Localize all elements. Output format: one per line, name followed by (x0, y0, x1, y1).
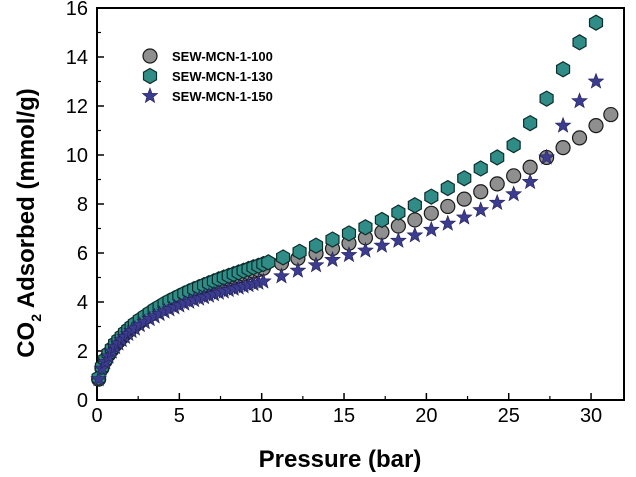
data-point (571, 92, 588, 109)
data-point (373, 236, 391, 253)
y-axis-title-main: CO (13, 322, 40, 358)
x-tick-label: 0 (91, 405, 102, 427)
data-point (254, 272, 272, 289)
y-tick-label: 12 (66, 96, 88, 118)
data-point (506, 168, 522, 184)
data-point (407, 212, 423, 228)
data-point (473, 184, 489, 200)
series-sew-mcn-1-130 (91, 14, 604, 387)
data-point (506, 137, 521, 154)
data-point (374, 211, 389, 229)
data-point (523, 114, 538, 132)
y-axis-ticks: 0 2 4 6 8 10 12 14 16 (66, 0, 104, 412)
data-point (522, 159, 538, 175)
data-point (439, 214, 457, 231)
data-point (539, 90, 554, 107)
data-point (538, 148, 556, 165)
series-sew-mcn-1-150 (90, 72, 605, 387)
data-point (273, 267, 290, 284)
data-point (455, 208, 473, 225)
data-point (473, 160, 488, 177)
data-point (603, 106, 619, 123)
data-point (341, 225, 357, 242)
x-tick-label: 30 (580, 405, 602, 427)
plot-frame (96, 7, 625, 401)
data-point (457, 170, 472, 187)
legend-marker (142, 67, 158, 85)
legend: SEW-MCN-1-100 SEW-MCN-1-130 SEW-MCN-1-150 (141, 48, 273, 104)
data-point (90, 370, 108, 387)
data-point (391, 204, 406, 221)
y-axis-title-subscript: 2 (28, 314, 44, 322)
y-tick-label: 6 (77, 243, 88, 265)
y-tick-label: 10 (66, 145, 88, 167)
data-point (289, 261, 307, 278)
x-axis-title: Pressure (bar) (259, 446, 422, 473)
data-point (407, 197, 422, 214)
legend-marker (142, 48, 158, 64)
data-point (406, 226, 424, 243)
x-tick-label: 10 (251, 405, 273, 427)
data-point (324, 251, 341, 268)
data-point (555, 140, 571, 156)
data-point (521, 173, 539, 190)
x-tick-label: 20 (415, 405, 437, 427)
data-point (490, 149, 505, 166)
data-point (472, 201, 490, 218)
data-point (555, 61, 571, 78)
data-point (588, 14, 604, 31)
data-point (456, 191, 472, 207)
data-point (422, 220, 440, 237)
x-tick-label: 15 (333, 405, 355, 427)
y-tick-label: 4 (77, 292, 88, 314)
data-series (90, 14, 619, 387)
data-point (572, 34, 587, 51)
y-tick-label: 16 (66, 0, 88, 20)
data-point (358, 219, 373, 236)
data-point (488, 193, 506, 210)
data-point (276, 249, 291, 266)
legend-label: SEW-MCN-1-150 (172, 89, 273, 104)
data-point (390, 218, 406, 234)
legend-label: SEW-MCN-1-130 (172, 69, 273, 84)
data-point (440, 198, 456, 215)
data-point (505, 185, 523, 202)
x-tick-label: 5 (174, 405, 185, 427)
data-point (571, 130, 588, 146)
data-point (588, 117, 604, 134)
x-axis-ticks: 0 5 10 15 20 25 30 (91, 393, 602, 427)
y-tick-label: 14 (66, 47, 88, 69)
data-point (261, 254, 276, 271)
data-point (489, 176, 505, 192)
y-tick-label: 2 (77, 341, 88, 363)
y-axis-title: CO2 Adsorbed (mmol/g) (13, 88, 44, 358)
data-point (423, 205, 439, 221)
legend-label: SEW-MCN-1-100 (172, 49, 273, 64)
legend-marker (141, 87, 159, 104)
data-point (340, 246, 358, 263)
data-point (424, 188, 439, 205)
y-tick-label: 8 (77, 194, 88, 216)
data-point (357, 241, 374, 258)
data-point (440, 179, 455, 197)
data-point (307, 256, 325, 273)
data-point (308, 237, 324, 254)
y-axis-title-rest: Adsorbed (mmol/g) (13, 88, 40, 314)
x-tick-label: 25 (498, 405, 520, 427)
y-tick-label: 0 (77, 390, 88, 412)
data-point (554, 116, 572, 133)
data-point (389, 231, 407, 248)
data-point (292, 243, 307, 260)
plot-border (96, 7, 625, 401)
series-sew-mcn-1-100 (91, 106, 619, 387)
data-point (587, 72, 605, 89)
data-point (325, 231, 340, 248)
